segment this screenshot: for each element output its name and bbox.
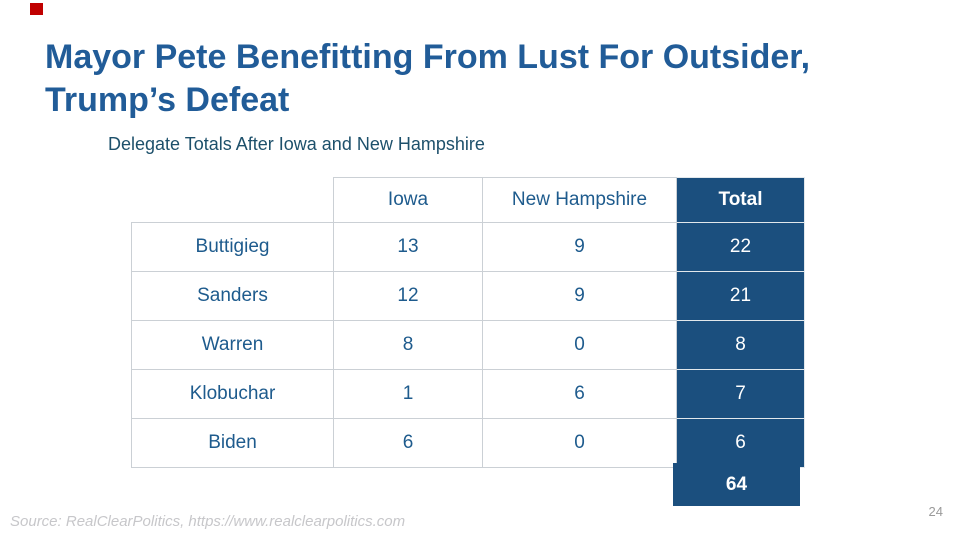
cell-new-hampshire: 9 <box>482 271 677 321</box>
cell-iowa: 1 <box>333 369 483 419</box>
cell-total: 21 <box>676 271 805 321</box>
cell-total: 7 <box>676 369 805 419</box>
cell-total: 6 <box>676 418 805 468</box>
cell-iowa: 13 <box>333 222 483 272</box>
cell-iowa: 8 <box>333 320 483 370</box>
cell-total: 8 <box>676 320 805 370</box>
cell-new-hampshire: 0 <box>482 418 677 468</box>
cell-new-hampshire: 6 <box>482 369 677 419</box>
cell-new-hampshire: 9 <box>482 222 677 272</box>
slide-title-line1: Mayor Pete Benefitting From Lust For Out… <box>45 38 811 76</box>
slide-accent-mark <box>30 3 43 15</box>
source-attribution: Source: RealClearPolitics, https://www.r… <box>10 513 406 530</box>
table-row: Klobuchar 1 6 7 <box>131 369 805 419</box>
row-label: Sanders <box>131 271 334 321</box>
row-label: Biden <box>131 418 334 468</box>
slide-title-line2: Trump’s Defeat <box>45 81 290 119</box>
slide-title: Mayor Pete Benefitting From Lust For Out… <box>45 36 810 122</box>
table-caption: Delegate Totals After Iowa and New Hamps… <box>108 134 485 154</box>
row-label: Warren <box>131 320 334 370</box>
cell-iowa: 12 <box>333 271 483 321</box>
cell-new-hampshire: 0 <box>482 320 677 370</box>
table-row: Sanders 12 9 21 <box>131 271 805 321</box>
table-row: Warren 8 0 8 <box>131 320 805 370</box>
table-row: Buttigieg 13 9 22 <box>131 222 805 272</box>
cell-iowa: 6 <box>333 418 483 468</box>
header-cell-new-hampshire: New Hampshire <box>482 177 677 223</box>
delegate-totals-table: Iowa New Hampshire Total Buttigieg 13 9 … <box>131 177 805 468</box>
header-cell-blank <box>132 178 334 223</box>
table-header-row: Iowa New Hampshire Total <box>132 177 805 223</box>
header-cell-iowa: Iowa <box>333 177 483 223</box>
cell-total: 22 <box>676 222 805 272</box>
row-label: Buttigieg <box>131 222 334 272</box>
table-row: Biden 6 0 6 <box>131 418 805 468</box>
header-cell-total: Total <box>676 177 805 223</box>
row-label: Klobuchar <box>131 369 334 419</box>
grand-total-cell: 64 <box>673 463 800 506</box>
page-number: 24 <box>928 504 943 519</box>
